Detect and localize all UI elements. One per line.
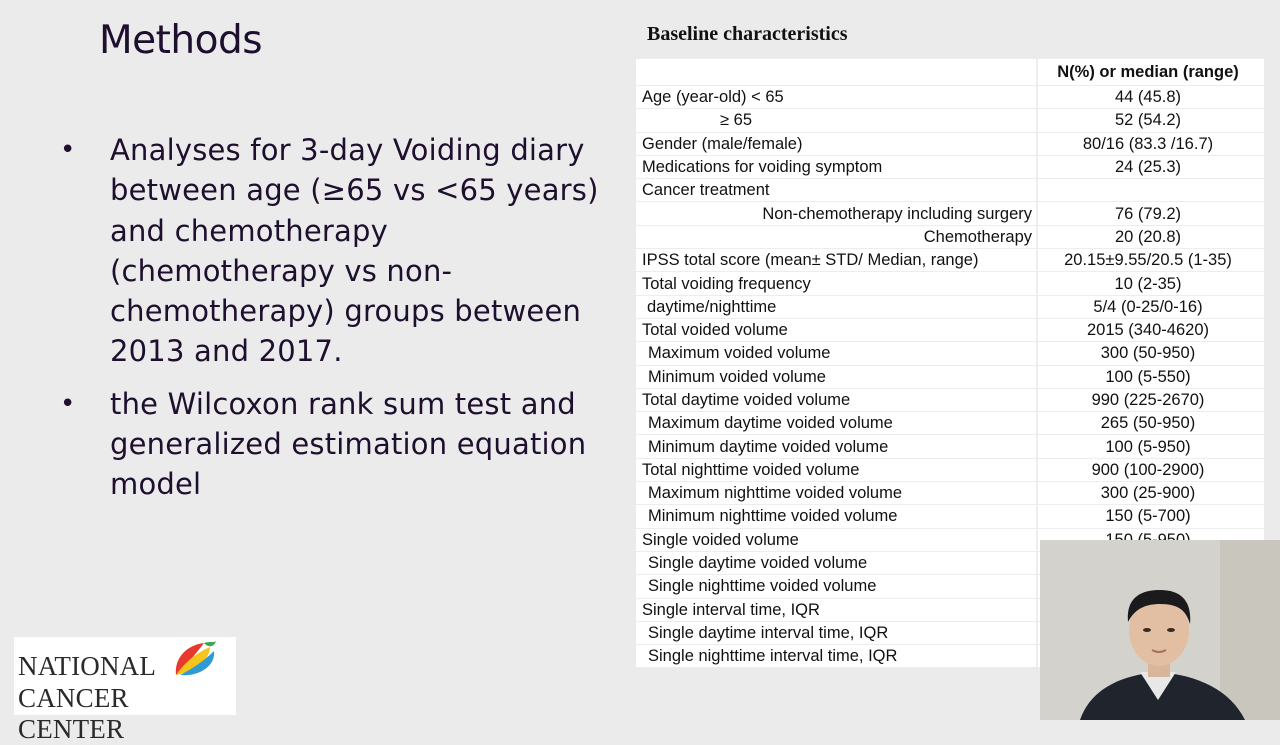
table-row-label: Gender (male/female) — [642, 134, 803, 153]
table-row: Minimum nighttime voided volume 150 (5-70… — [636, 505, 1264, 529]
table-row: Cancer treatment — [636, 179, 1264, 203]
table-row-value: 20 (20.8) — [1036, 225, 1258, 249]
table-row: Minimum voided volume 100 (5-550) — [636, 365, 1264, 389]
table-title: Baseline characteristics — [647, 23, 848, 45]
table-row: ≥ 65 52 (54.2) — [636, 109, 1264, 133]
table-row-label: Medications for voiding symptom — [642, 158, 883, 177]
logo-leaf-icon — [175, 641, 216, 676]
table-header-row: N(%) or median (range) — [636, 59, 1264, 86]
table-row: daytime/nighttime 5/4 (0-25/0-16) — [636, 295, 1264, 319]
table-row-label: Maximum voided volume — [648, 344, 831, 363]
table-row-value — [1036, 598, 1258, 621]
table-row-value: 52 (54.2) — [1036, 109, 1258, 132]
table-row-value — [1036, 575, 1258, 598]
table-header-value: N(%) or median (range) — [1036, 59, 1258, 85]
table-row-label: Maximum daytime voided volume — [648, 414, 893, 433]
table-row-label: Single nighttime voided volume — [648, 577, 877, 596]
table-row: Non-chemotherapy including surgery 76 (79… — [636, 202, 1264, 226]
table-row-value: 900 (100-2900) — [1036, 458, 1258, 482]
table-row-label: Non-chemotherapy including surgery — [762, 204, 1032, 223]
table-row: Age (year-old) < 65 44 (45.8) — [636, 86, 1264, 110]
table-row-value: 2015 (340-4620) — [1036, 318, 1258, 342]
logo-line-2: CANCER CENTER — [18, 683, 129, 744]
table-row-label: Age (year-old) < 65 — [642, 88, 784, 107]
table-row: Medications for voiding symptom 24 (25.3) — [636, 155, 1264, 180]
slide-title: Methods — [99, 18, 263, 63]
table-row-label: Chemotherapy — [923, 227, 1032, 246]
table-row-label: Cancer treatment — [642, 181, 770, 200]
table-row: Maximum daytime voided volume 265 (50-950… — [636, 412, 1264, 436]
table-row-value: 990 (225-2670) — [1036, 388, 1258, 412]
table-row-value — [1036, 179, 1258, 202]
bullet-dot-icon: • — [60, 388, 76, 419]
table-row-label: Single nighttime interval time, IQR — [648, 647, 898, 666]
table-row-label: Minimum nighttime voided volume — [648, 507, 898, 526]
table-row-label: Minimum voided volume — [648, 367, 826, 386]
table-row: Total voiding frequency 10 (2-35) — [636, 272, 1264, 296]
table-row-label: Single daytime interval time, IQR — [648, 623, 889, 642]
table-row-value: 20.15±9.55/20.5 (1-35) — [1036, 249, 1258, 272]
table-row-label: Minimum daytime voided volume — [648, 437, 889, 456]
table-row-value: 10 (2-35) — [1036, 272, 1258, 295]
presenter-webcam-icon — [1040, 540, 1280, 720]
table-row-value: 265 (50-950) — [1036, 412, 1258, 435]
bullet-list: • Analyses for 3-day Voiding diary betwe… — [60, 130, 620, 517]
table-row-label: IPSS total score (mean± STD/ Median, ran… — [642, 251, 979, 270]
table-row: Total daytime voided volume 990 (225-2670… — [636, 388, 1264, 413]
table-row: Total voided volume 2015 (340-4620) — [636, 318, 1264, 343]
table-row-value: 5/4 (0-25/0-16) — [1036, 295, 1258, 318]
table-row-value: 76 (79.2) — [1036, 202, 1258, 225]
table-row: Total nighttime voided volume 900 (100-29… — [636, 458, 1264, 483]
table-row-value: 150 (5-700) — [1036, 505, 1258, 528]
table-row-label: Single interval time, IQR — [642, 600, 820, 619]
table-row: Minimum daytime voided volume 100 (5-950) — [636, 435, 1264, 459]
bullet-item: • the Wilcoxon rank sum test and general… — [60, 384, 620, 505]
bullet-item: • Analyses for 3-day Voiding diary betwe… — [60, 130, 620, 372]
table-row-label: Maximum nighttime voided volume — [648, 484, 903, 503]
table-row-label: Total daytime voided volume — [642, 391, 851, 409]
table-row-value: 44 (45.8) — [1036, 86, 1258, 109]
bullet-dot-icon: • — [60, 135, 76, 165]
table-row: Chemotherapy 20 (20.8) — [636, 225, 1264, 250]
table-row-value: 300 (25-900) — [1036, 482, 1258, 505]
table-row-label: Total nighttime voided volume — [642, 460, 860, 479]
table-row-value: 100 (5-950) — [1036, 435, 1258, 458]
table-row-value: 100 (5-550) — [1036, 365, 1258, 388]
table-row-value: 300 (50-950) — [1036, 342, 1258, 365]
table-row-label: Single voided volume — [642, 530, 799, 549]
bullet-text: Analyses for 3-day Voiding diary between… — [110, 133, 599, 369]
table-row-value: 80/16 (83.3 /16.7) — [1036, 132, 1258, 155]
logo-line-1: NATIONAL — [18, 651, 157, 681]
baseline-table: N(%) or median (range) Age (year-old) < … — [636, 59, 1264, 669]
table-row-value — [1036, 645, 1258, 668]
table-row: Gender (male/female) 80/16 (83.3 /16.7) — [636, 132, 1264, 156]
table-row-value — [1036, 621, 1258, 645]
table-row-label: Total voiding frequency — [642, 274, 811, 293]
bullet-text: the Wilcoxon rank sum test and generaliz… — [110, 386, 587, 502]
national-cancer-center-logo: NATIONAL CANCER CENTER — [14, 637, 236, 744]
table-row-label: Total voided volume — [642, 321, 788, 340]
table-row-label: ≥ 65 — [720, 111, 752, 130]
table-row-value: 24 (25.3) — [1036, 155, 1258, 179]
table-row: Maximum voided volume 300 (50-950) — [636, 342, 1264, 366]
presenter-webcam — [1040, 540, 1280, 720]
table-row: IPSS total score (mean± STD/ Median, ran… — [636, 249, 1264, 273]
table-row-label: daytime/nighttime — [647, 297, 777, 316]
table-row-label: Single daytime voided volume — [648, 554, 868, 573]
table-row: Maximum nighttime voided volume 300 (25-9… — [636, 482, 1264, 506]
